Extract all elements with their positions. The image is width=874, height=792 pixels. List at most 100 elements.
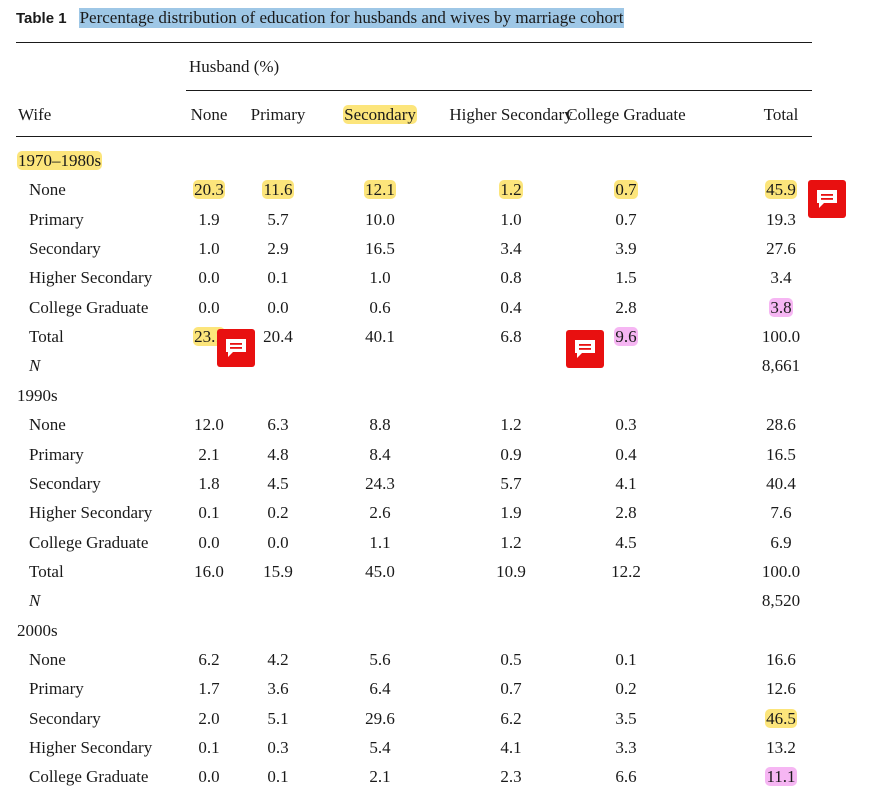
table-cell-text: 100.0 bbox=[761, 561, 801, 581]
table-cell-text: 8.8 bbox=[369, 415, 391, 435]
table-cell-text: 3.9 bbox=[615, 239, 637, 259]
row-label-text: Secondary bbox=[29, 708, 101, 728]
table-cell: 6.8 bbox=[436, 326, 586, 348]
column-header: Higher Secondary bbox=[436, 104, 586, 126]
table-cell: 1.0 bbox=[179, 238, 239, 260]
table-cell: 6.2 bbox=[179, 649, 239, 671]
table-cell: 0.0 bbox=[179, 267, 239, 289]
table-cell-text: 0.7 bbox=[614, 180, 638, 200]
cohort-heading-text: 2000s bbox=[17, 620, 58, 640]
table-cell: 1.8 bbox=[179, 473, 239, 495]
n-value-text: 8,520 bbox=[761, 591, 801, 611]
row-label-text: Total bbox=[29, 327, 64, 347]
table-cell: 0.9 bbox=[436, 444, 586, 466]
comment-icon[interactable] bbox=[217, 329, 255, 367]
table-cell-text: 2.3 bbox=[500, 767, 522, 787]
table-cell: 5.1 bbox=[248, 708, 308, 730]
row-label-text: Higher Secondary bbox=[29, 268, 153, 288]
table-cell: 1.2 bbox=[436, 414, 586, 436]
comment-icon[interactable] bbox=[808, 180, 846, 218]
table-cell: 40.1 bbox=[330, 326, 430, 348]
table-cell: 2.8 bbox=[551, 297, 701, 319]
table-cell-text: 4.5 bbox=[615, 532, 637, 552]
cohort-heading: 1990s bbox=[17, 385, 58, 407]
table-cell: 2.9 bbox=[248, 238, 308, 260]
table-cell-text: 29.6 bbox=[365, 708, 395, 728]
n-label-text: N bbox=[29, 356, 41, 376]
row-label: Primary bbox=[29, 678, 84, 700]
row-label-text: College Graduate bbox=[29, 297, 149, 317]
row-label-text: Higher Secondary bbox=[29, 738, 153, 757]
table-cell: 0.6 bbox=[330, 297, 430, 319]
table-cell-text: 0.9 bbox=[500, 444, 522, 464]
table-cell-text: 11.6 bbox=[262, 180, 294, 200]
table-cell: 1.2 bbox=[436, 179, 586, 201]
column-header: College Graduate bbox=[551, 104, 701, 126]
n-value-text: 8,661 bbox=[761, 356, 801, 376]
table-cell-text: 4.1 bbox=[500, 738, 522, 757]
table-cell-text: 15.9 bbox=[263, 561, 293, 581]
table-cell: 7.6 bbox=[751, 502, 811, 524]
table-cell-text: 40.4 bbox=[766, 473, 796, 493]
table-cell: 16.0 bbox=[179, 561, 239, 583]
table-cell: 100.0 bbox=[751, 326, 811, 348]
table-cell-text: 0.1 bbox=[198, 738, 220, 757]
table-cell-text: 12.0 bbox=[194, 415, 224, 435]
table-cell: 12.6 bbox=[751, 678, 811, 700]
table-cell-text: 28.6 bbox=[766, 415, 796, 435]
table-cell: 4.2 bbox=[248, 649, 308, 671]
n-value: 8,661 bbox=[751, 355, 811, 377]
table-cell-text: 46.5 bbox=[765, 708, 797, 728]
row-label: Total bbox=[29, 561, 64, 583]
table-cell-text: 23.1 bbox=[193, 327, 225, 347]
row-label-text: Total bbox=[29, 561, 64, 581]
row-label: College Graduate bbox=[29, 297, 148, 319]
row-label: Total bbox=[29, 326, 64, 348]
table-cell-text: 4.5 bbox=[267, 473, 289, 493]
table-cell: 5.7 bbox=[436, 473, 586, 495]
table-cell-text: 6.6 bbox=[615, 767, 637, 787]
table-cell: 19.3 bbox=[751, 209, 811, 231]
table-cell: 1.9 bbox=[179, 209, 239, 231]
row-label: College Graduate bbox=[29, 532, 148, 554]
table-cell-text: 0.2 bbox=[615, 679, 637, 699]
table-cell: 1.9 bbox=[436, 502, 586, 524]
table-cell: 6.4 bbox=[330, 678, 430, 700]
table-cell: 10.0 bbox=[330, 209, 430, 231]
table-cell-text: 20.3 bbox=[193, 180, 225, 200]
table-cell-text: 5.4 bbox=[369, 738, 391, 757]
row-label: Primary bbox=[29, 444, 84, 466]
table-cell: 0.4 bbox=[551, 444, 701, 466]
table-cell: 16.5 bbox=[751, 444, 811, 466]
column-header: Secondary bbox=[330, 104, 430, 126]
table-cell: 0.2 bbox=[551, 678, 701, 700]
table-cell-text: 3.6 bbox=[267, 679, 289, 699]
table-cell: 4.1 bbox=[436, 737, 586, 759]
table-cell-text: 0.0 bbox=[198, 297, 220, 317]
table-cell-text: 5.6 bbox=[369, 649, 391, 669]
table-cell: 4.1 bbox=[551, 473, 701, 495]
table-cell-text: 3.5 bbox=[615, 708, 637, 728]
table-cell-text: 4.2 bbox=[267, 649, 289, 669]
table-cell: 20.3 bbox=[179, 179, 239, 201]
header-rule bbox=[16, 136, 812, 137]
table-cell-text: 10.0 bbox=[365, 209, 395, 229]
table-cell-text: 3.3 bbox=[615, 738, 637, 757]
table-cell: 1.0 bbox=[330, 267, 430, 289]
row-label: None bbox=[29, 649, 66, 671]
table-cell-text: 2.1 bbox=[369, 767, 391, 787]
table-title[interactable]: Percentage distribution of education for… bbox=[78, 8, 625, 28]
table-caption: Table 1 Percentage distribution of educa… bbox=[16, 6, 625, 30]
table-cell: 4.8 bbox=[248, 444, 308, 466]
table-cell-text: 2.8 bbox=[615, 297, 637, 317]
comment-icon[interactable] bbox=[566, 330, 604, 368]
table-cell-text: 20.4 bbox=[263, 327, 293, 347]
table-cell: 46.5 bbox=[751, 708, 811, 730]
table-cell-text: 1.5 bbox=[615, 268, 637, 288]
table-cell: 12.0 bbox=[179, 414, 239, 436]
table-cell: 29.6 bbox=[330, 708, 430, 730]
table-cell-text: 0.0 bbox=[198, 268, 220, 288]
table-cell: 0.0 bbox=[179, 766, 239, 788]
table-cell: 2.1 bbox=[179, 444, 239, 466]
table-cell: 40.4 bbox=[751, 473, 811, 495]
